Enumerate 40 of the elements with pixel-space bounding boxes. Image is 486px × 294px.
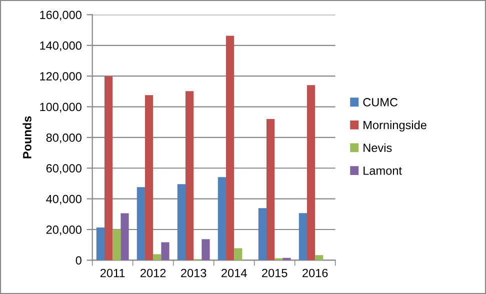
y-tick-label: 160,000 [40,10,82,20]
legend-label: CUMC [363,98,398,106]
bar [315,255,324,260]
y-tick-label: 80,000 [46,133,82,144]
bar [104,76,113,260]
bar [298,213,307,260]
y-axis-title: Pounds [22,116,32,158]
y-tick-label: 120,000 [40,72,82,82]
y-tick-label: 60,000 [46,164,82,174]
bar [177,184,186,260]
x-tick-label: 2016 [302,268,328,278]
bar [282,258,291,260]
y-tick-label: 20,000 [46,226,82,236]
bar [144,95,154,260]
bar [306,85,316,260]
x-tick-label: 2013 [181,268,206,278]
bar [202,239,210,260]
x-tick-label: 2012 [140,268,166,278]
bar [112,230,121,260]
y-tick-label: 140,000 [40,41,82,52]
bar [266,119,275,260]
y-tick-label: 0 [76,256,82,265]
legend-label: Morningside [364,120,426,132]
bar [136,187,145,260]
x-tick-label: 2011 [100,268,125,278]
bar [96,228,104,260]
legend-label: Nevis [364,143,392,152]
x-tick-label: 2015 [262,268,288,278]
bar [185,91,194,260]
bar [153,254,162,260]
x-tick-label: 2014 [222,268,247,278]
y-tick-label: 40,000 [46,194,82,205]
bar [161,242,170,260]
bar [226,36,234,260]
bar [258,208,266,260]
bar [218,177,226,260]
y-tick-label: 100,000 [40,102,82,113]
bar [234,248,242,260]
legend-label: Lamont [364,166,402,175]
bar [120,213,129,260]
